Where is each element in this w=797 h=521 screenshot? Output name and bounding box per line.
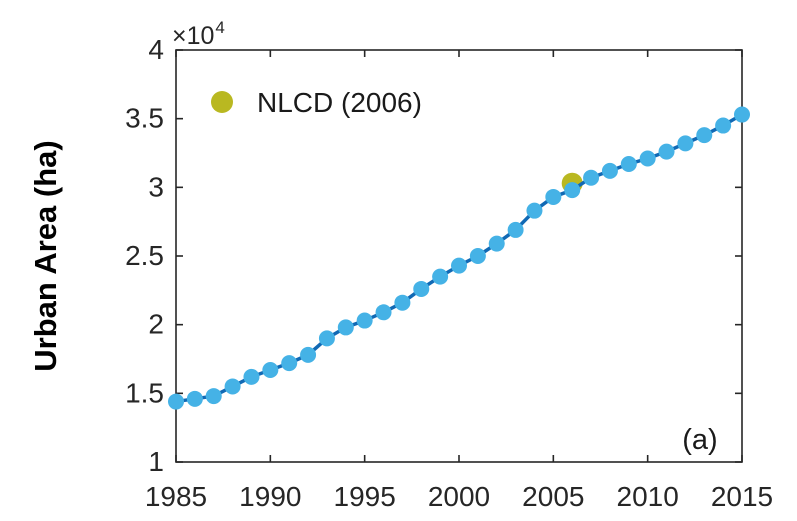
data-point-marker	[224, 378, 241, 395]
data-point-marker	[564, 182, 581, 199]
data-point-marker	[337, 319, 354, 336]
x-tick-label: 1995	[334, 481, 396, 512]
data-point-marker	[601, 162, 618, 179]
y-tick-label: 1	[148, 446, 164, 477]
data-point-marker	[639, 150, 656, 167]
y-tick-label: 3	[148, 171, 164, 202]
data-point-marker	[318, 330, 335, 347]
data-point-marker	[281, 355, 298, 372]
x-tick-label: 2000	[428, 481, 490, 512]
urban-area-series-layer	[168, 106, 750, 410]
data-point-marker	[300, 346, 317, 363]
x-tick-label: 2005	[522, 481, 584, 512]
data-point-marker	[168, 393, 184, 410]
y-axis-label: Urban Area (ha)	[28, 140, 63, 371]
data-point-marker	[545, 188, 562, 205]
data-point-marker	[262, 361, 279, 378]
data-point-marker	[620, 155, 637, 172]
data-point-marker	[375, 304, 392, 321]
y-axis-multiplier: ×104	[172, 18, 225, 50]
data-point-marker	[451, 257, 467, 274]
data-point-marker	[507, 221, 524, 238]
data-point-marker	[394, 294, 411, 311]
y-tick-label: 2.5	[125, 240, 164, 271]
data-point-marker	[356, 312, 373, 329]
data-point-marker	[432, 268, 449, 285]
data-point-marker	[583, 169, 600, 186]
y-tick-label: 4	[148, 34, 164, 65]
y-tick-label: 1.5	[125, 377, 164, 408]
x-tick-label: 2015	[711, 481, 773, 512]
data-point-marker	[526, 202, 543, 219]
data-point-marker	[658, 143, 675, 160]
data-point-marker	[186, 390, 203, 407]
panel-label: (a)	[682, 424, 717, 456]
data-point-marker	[488, 235, 505, 252]
data-point-marker	[734, 106, 750, 123]
data-point-marker	[715, 117, 732, 134]
legend: NLCD (2006)	[211, 87, 422, 118]
legend-nlcd-marker-icon	[211, 91, 233, 113]
data-point-marker	[413, 280, 430, 297]
x-tick-label: 1985	[145, 481, 207, 512]
data-point-marker	[696, 127, 713, 144]
legend-nlcd-label: NLCD (2006)	[257, 87, 422, 118]
x-tick-label: 1990	[239, 481, 301, 512]
data-point-marker	[205, 388, 222, 405]
y-tick-label: 2	[148, 309, 164, 340]
axes-box	[175, 49, 743, 463]
y-tick-label: 3.5	[125, 103, 164, 134]
data-point-marker	[677, 135, 694, 152]
data-point-marker	[469, 248, 486, 264]
tick-labels: 1985 1990 1995 2000 2005 2010 2015 1 1.5 2 2.5 3 3.5…	[125, 34, 773, 512]
x-tick-label: 2010	[617, 481, 679, 512]
data-point-marker	[243, 368, 260, 385]
